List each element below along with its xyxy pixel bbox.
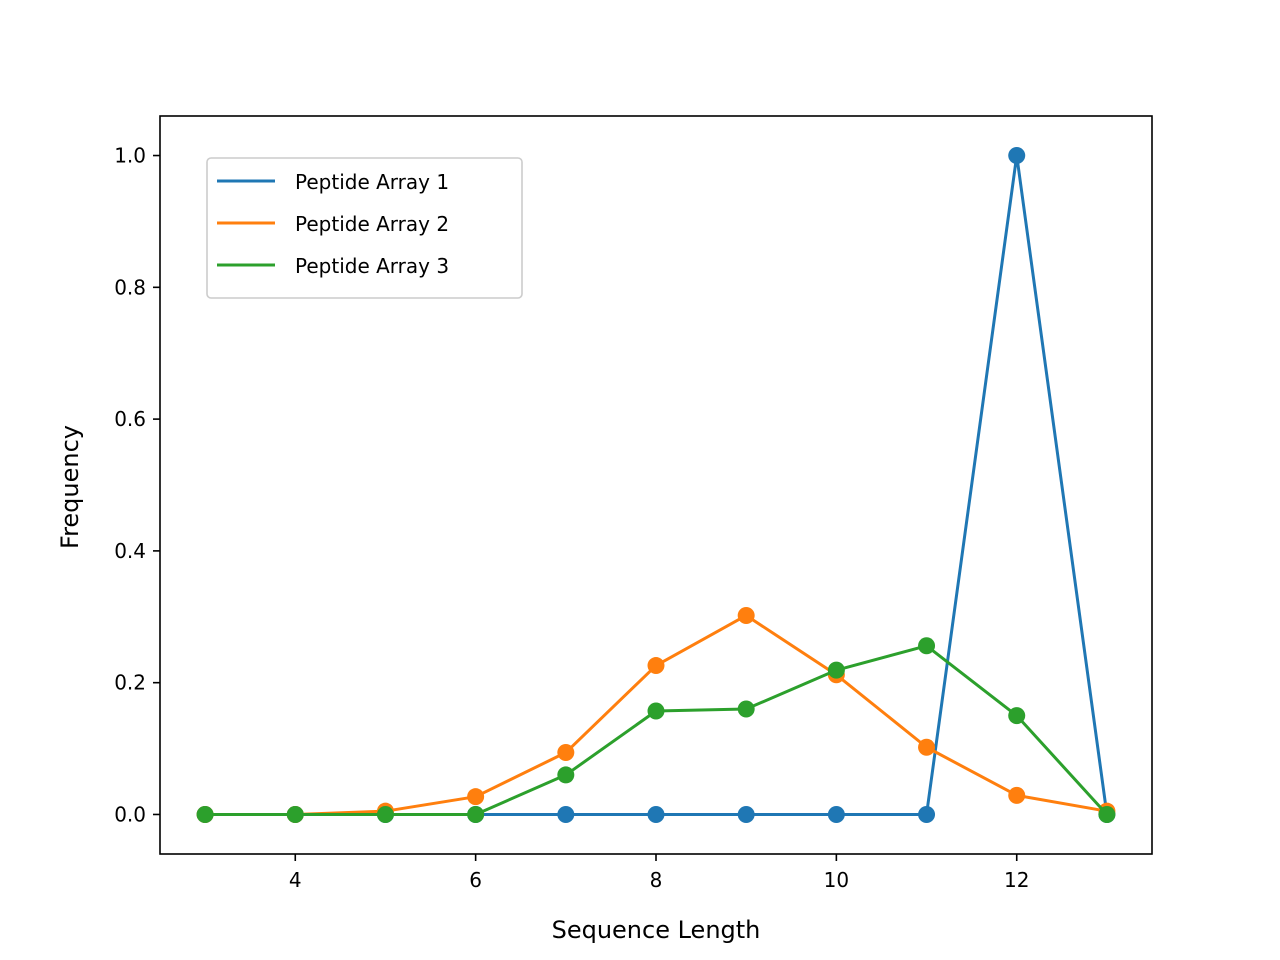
series-2-point <box>1008 786 1026 804</box>
y-tick-label: 0.0 <box>114 802 146 826</box>
series-1-point <box>827 805 845 823</box>
legend-item-1: Peptide Array 1 <box>217 170 449 194</box>
x-tick-label: 6 <box>469 868 482 892</box>
y-tick-label: 0.8 <box>114 275 146 299</box>
x-axis: 4 6 8 10 12 <box>289 854 1029 892</box>
legend-item-3: Peptide Array 3 <box>217 254 449 278</box>
legend: Peptide Array 1 Peptide Array 2 Peptide Ar… <box>206 157 523 299</box>
y-tick-label: 1.0 <box>114 144 146 168</box>
series-3-point <box>827 661 845 679</box>
series-1-point <box>1008 147 1026 165</box>
series-3-point <box>1008 707 1026 725</box>
legend-item-2: Peptide Array 2 <box>217 212 449 236</box>
series-1-point <box>918 805 936 823</box>
x-axis-label: Sequence Length <box>552 916 761 944</box>
y-axis: 0.0 0.2 0.4 0.6 0.8 1.0 <box>114 144 160 826</box>
series-2-point <box>737 606 755 624</box>
series-2-point <box>557 744 575 762</box>
series-1-point <box>647 805 665 823</box>
series-2-point <box>647 657 665 675</box>
series-1-point <box>737 805 755 823</box>
y-tick-label: 0.4 <box>114 539 146 563</box>
x-tick-label: 4 <box>289 868 302 892</box>
series-3-point <box>1098 805 1116 823</box>
series-3-point <box>196 805 214 823</box>
series-3-point <box>557 766 575 784</box>
series-1-point <box>557 805 575 823</box>
series-3 <box>196 637 1116 823</box>
series-3-point <box>376 805 394 823</box>
series-3-point <box>737 700 755 718</box>
series-2-point <box>918 738 936 756</box>
series-3-point <box>918 637 936 655</box>
y-tick-label: 0.2 <box>114 671 146 695</box>
series-3-point <box>286 805 304 823</box>
y-tick-label: 0.6 <box>114 407 146 431</box>
x-tick-label: 8 <box>650 868 663 892</box>
x-tick-label: 10 <box>824 868 849 892</box>
legend-label: Peptide Array 2 <box>295 212 449 236</box>
legend-label: Peptide Array 3 <box>295 254 449 278</box>
x-tick-label: 12 <box>1004 868 1029 892</box>
y-axis-label: Frequency <box>56 425 84 549</box>
series-3-point <box>647 702 665 720</box>
legend-label: Peptide Array 1 <box>295 170 449 194</box>
series-2-point <box>467 788 485 806</box>
series-3-point <box>467 805 485 823</box>
legend-box <box>206 157 523 299</box>
